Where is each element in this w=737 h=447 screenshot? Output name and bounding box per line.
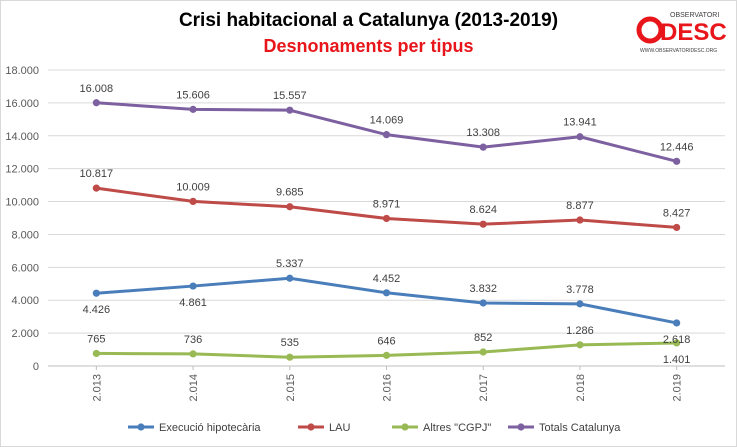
x-tick-label: 2.014 [188,374,200,402]
x-tick-label: 2.017 [478,374,490,402]
data-label: 15.606 [176,89,210,101]
data-label: 3.778 [566,284,594,296]
x-axis-ticks: 2.013 2.014 2.015 2.016 2.017 2.018 2.019 [91,366,684,402]
data-point [382,289,391,297]
data-point [479,220,487,228]
y-tick-label: 14.000 [5,131,39,143]
data-label: 2.618 [663,334,691,346]
data-point [479,143,487,151]
data-point [479,348,487,356]
data-point [382,214,391,223]
legend-label: LAU [329,422,350,434]
y-axis-ticks: 0 2.000 4.000 6.000 8.000 10.000 12.000 14.000 1… [5,65,39,373]
data-point [576,341,584,349]
data-label: 535 [281,337,299,349]
chart-title: Crisi habitacional a Catalunya (2013-201… [178,10,559,31]
data-point [189,197,197,206]
data-point [382,351,391,359]
data-point [286,106,294,114]
data-label: 13.308 [466,127,500,139]
data-point [92,184,100,192]
x-tick-label: 2.013 [91,374,103,402]
data-label: 14.069 [370,115,404,127]
y-tick-label: 10.000 [5,197,39,209]
data-point [92,289,100,297]
data-label: 4.861 [179,297,207,309]
data-point [673,223,681,232]
data-point [92,99,100,107]
data-point [576,133,584,141]
data-point [286,274,294,282]
logo-main-text: DESC [660,19,727,46]
legend-marker [401,423,409,431]
data-label: 9.685 [276,187,304,199]
data-point [382,131,391,139]
legend-label: Execució hipotecària [159,422,261,434]
data-point [479,299,487,307]
y-tick-label: 4.000 [11,295,39,307]
y-tick-label: 18.000 [5,65,39,77]
legend-marker [137,423,145,431]
y-tick-label: 8.000 [11,229,39,241]
data-label: 4.426 [83,304,111,316]
data-label: 4.452 [373,273,401,285]
data-label: 13.941 [563,117,597,129]
series-lines [92,99,681,361]
data-point [286,353,294,361]
observatori-desc-logo: OBSERVATORI DESC WWW.OBSERVATORIDESC.ORG [636,12,727,54]
x-tick-label: 2.016 [382,374,394,402]
data-point [673,339,681,347]
data-label: 1.286 [566,325,594,337]
data-label: 15.557 [273,90,307,102]
data-label: 8.427 [663,207,691,219]
data-label: 646 [377,335,395,347]
data-label: 8.971 [373,198,401,210]
data-point [189,282,197,290]
data-label: 736 [184,334,202,346]
y-tick-label: 2.000 [11,328,39,340]
x-tick-label: 2.019 [672,374,684,402]
y-tick-label: 6.000 [11,262,39,274]
data-label: 852 [474,332,492,344]
data-point [286,203,294,211]
data-label: 12.446 [660,141,694,153]
legend: Execució hipotecària LAU Altres "CGPJ" Tota… [128,422,621,434]
data-label: 3.832 [469,283,497,295]
data-label: 10.009 [176,181,210,193]
data-point [673,157,681,165]
data-labels: 4.426 4.861 5.337 4.452 3.832 3.778 2.618 10.81… [80,83,694,366]
data-label: 765 [87,333,105,345]
logo-url-text: WWW.OBSERVATORIDESC.ORG [640,48,717,54]
data-label: 10.817 [80,168,114,180]
x-tick-label: 2.018 [575,374,587,402]
data-point [189,105,197,113]
data-label: 5.337 [276,258,304,270]
logo-ring-icon [636,16,664,44]
chart-subtitle: Desnonaments per tipus [263,36,474,56]
legend-label: Altres "CGPJ" [423,422,491,434]
data-label: 8.624 [469,204,497,216]
data-point [92,349,100,358]
legend-marker [307,423,315,431]
x-tick-label: 2.015 [285,374,297,402]
logo-top-text: OBSERVATORI [670,12,719,19]
data-label: 8.877 [566,200,594,212]
y-tick-label: 0 [33,361,39,373]
data-label: 16.008 [80,83,114,95]
y-tick-label: 12.000 [5,164,39,176]
legend-marker [517,423,525,431]
data-point [673,319,681,327]
data-label: 1.401 [663,354,691,366]
data-point [189,350,197,358]
data-point [576,216,584,224]
y-tick-label: 16.000 [5,98,39,110]
legend-label: Totals Catalunya [539,422,621,434]
data-point [576,300,584,308]
